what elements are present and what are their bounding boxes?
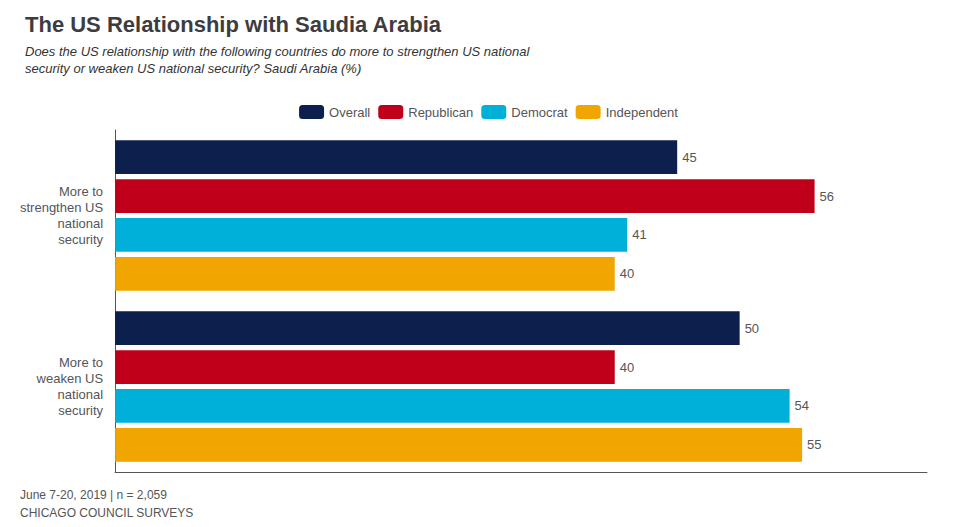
svg-text:national: national [58, 387, 104, 402]
svg-text:The US Relationship with Saudi: The US Relationship with Saudia Arabia [25, 12, 442, 37]
svg-text:national: national [58, 216, 104, 231]
svg-text:June 7-20, 2019 | n = 2,059: June 7-20, 2019 | n = 2,059 [20, 488, 167, 502]
svg-text:More to: More to [59, 184, 103, 199]
svg-text:Does the US relationship with: Does the US relationship with the follow… [25, 44, 531, 59]
svg-text:CHICAGO COUNCIL SURVEYS: CHICAGO COUNCIL SURVEYS [20, 506, 193, 520]
svg-text:security: security [58, 232, 103, 247]
svg-text:security: security [58, 403, 103, 418]
svg-text:54: 54 [795, 398, 809, 413]
svg-text:50: 50 [745, 321, 759, 336]
svg-text:strengthen US: strengthen US [20, 200, 103, 215]
svg-text:45: 45 [682, 150, 696, 165]
svg-text:Republican: Republican [408, 105, 473, 120]
svg-text:Democrat: Democrat [511, 105, 568, 120]
svg-text:41: 41 [632, 227, 646, 242]
svg-text:Independent: Independent [606, 105, 679, 120]
svg-text:Overall: Overall [329, 105, 370, 120]
svg-text:55: 55 [807, 437, 821, 452]
svg-text:security or weaken US national: security or weaken US national security?… [25, 61, 361, 76]
svg-text:More to: More to [59, 355, 103, 370]
svg-text:40: 40 [620, 360, 634, 375]
svg-text:56: 56 [820, 189, 834, 204]
svg-text:40: 40 [620, 266, 634, 281]
svg-text:weaken US: weaken US [36, 371, 104, 386]
